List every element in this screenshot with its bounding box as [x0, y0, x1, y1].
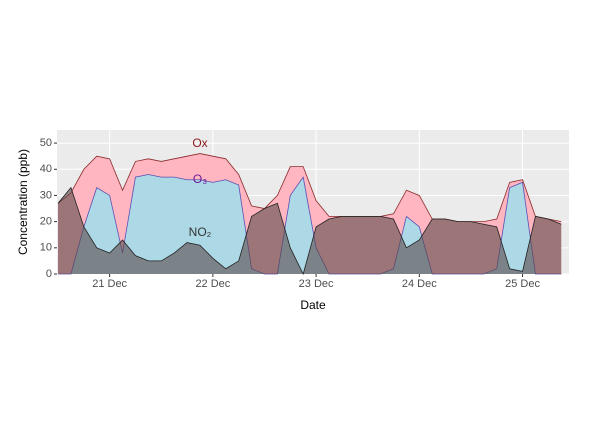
areas	[57, 153, 562, 276]
series-label: Ox	[192, 136, 207, 150]
area-outline	[57, 153, 562, 223]
y-tick-label: 20	[40, 216, 52, 228]
area-outline	[57, 186, 562, 276]
x-axis-title: Date	[300, 298, 326, 312]
y-tick-label: 40	[40, 163, 52, 175]
x-tick-label: 25 Dec	[505, 278, 540, 290]
y-tick-label: 50	[40, 137, 52, 149]
y-tick-label: 30	[40, 189, 52, 201]
x-tick-label: 22 Dec	[195, 278, 230, 290]
series-label: O₃	[193, 172, 207, 186]
x-tick-label: 24 Dec	[402, 278, 437, 290]
x-tick-label: 23 Dec	[299, 278, 334, 290]
y-axis-title: Concentration (ppb)	[16, 149, 30, 255]
series-label: NO₂	[189, 225, 212, 239]
area	[58, 187, 562, 274]
y-tick-label: 0	[46, 268, 52, 280]
x-tick-label: 21 Dec	[92, 278, 127, 290]
foreground: 0 10 20 30 40 50 21 Dec 22 Dec 23 Dec 24 Dec 25 De…	[40, 136, 541, 290]
y-tick-label: 10	[40, 242, 52, 254]
